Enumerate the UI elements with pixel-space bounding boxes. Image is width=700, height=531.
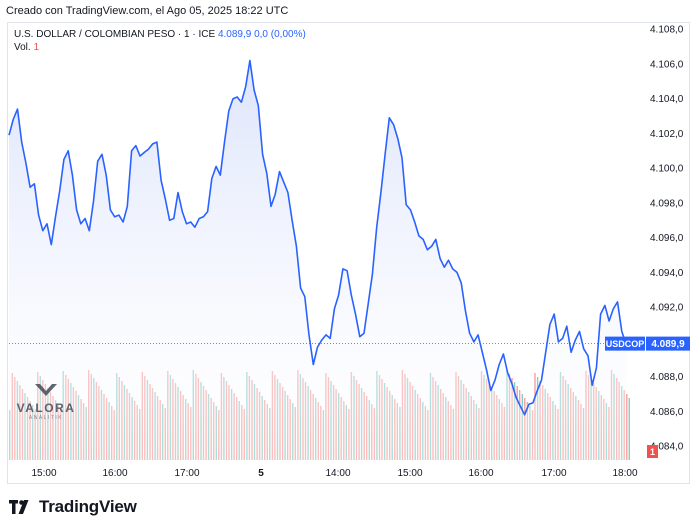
volume-label: Vol.	[14, 42, 31, 53]
x-tick-label: 17:00	[174, 468, 199, 479]
volume-bar	[628, 398, 630, 460]
y-tick-label: 4.088,0	[650, 372, 684, 383]
y-tick-label: 4.092,0	[650, 303, 684, 314]
symbol-value: 4.089,9 0,0 (0,00%)	[217, 29, 306, 40]
volume-legend: Vol. 1	[14, 42, 39, 53]
tradingview-logo-icon	[9, 500, 29, 514]
y-tick-label: 4.096,0	[650, 233, 684, 244]
y-tick-label: 4.094,0	[650, 268, 684, 279]
chart-frame	[7, 22, 690, 484]
x-tick-label: 5	[258, 468, 264, 479]
price-label-box	[646, 336, 690, 351]
valora-watermark: VALORA ANALITIK	[15, 383, 77, 421]
chart-credit: Creado con TradingView.com, el Ago 05, 2…	[6, 5, 289, 17]
y-tick-label: 4.084,0	[650, 442, 684, 453]
x-tick-label: 16:00	[468, 468, 493, 479]
price-label-value: 4.089,9	[651, 339, 685, 350]
y-tick-label: 4.098,0	[650, 198, 684, 209]
watermark-title: VALORA	[16, 401, 76, 415]
y-tick-label: 4.106,0	[650, 60, 684, 71]
y-tick-label: 4.100,0	[650, 164, 684, 175]
symbol-name: U.S. DOLLAR / COLOMBIAN PESO · 1 · ICE	[14, 29, 216, 40]
volume-label-value: 1	[650, 447, 655, 457]
x-tick-label: 15:00	[397, 468, 422, 479]
x-tick-label: 17:00	[541, 468, 566, 479]
valora-logo-icon	[35, 384, 57, 396]
price-line	[8, 59, 627, 416]
x-tick-label: 18:00	[612, 468, 637, 479]
ticker-label: USDCOP	[606, 339, 645, 349]
y-tick-label: 4.108,0	[650, 25, 684, 36]
y-tick-label: 4.086,0	[650, 407, 684, 418]
ticker-label-box	[605, 336, 645, 351]
price-area	[9, 60, 626, 460]
volume-label-box	[647, 445, 658, 458]
tradingview-logo[interactable]: TradingView	[9, 497, 137, 517]
watermark-subtitle: ANALITIK	[28, 415, 64, 421]
x-tick-label: 15:00	[31, 468, 56, 479]
symbol-legend: U.S. DOLLAR / COLOMBIAN PESO · 1 · ICE 4…	[14, 29, 306, 40]
volume-value: 1	[33, 42, 40, 53]
x-tick-label: 14:00	[325, 468, 350, 479]
volume-bar	[626, 394, 628, 460]
brand-name: TradingView	[39, 497, 137, 516]
x-tick-label: 16:00	[102, 468, 127, 479]
y-tick-label: 4.102,0	[650, 129, 684, 140]
y-tick-label: 4.104,0	[650, 94, 684, 105]
